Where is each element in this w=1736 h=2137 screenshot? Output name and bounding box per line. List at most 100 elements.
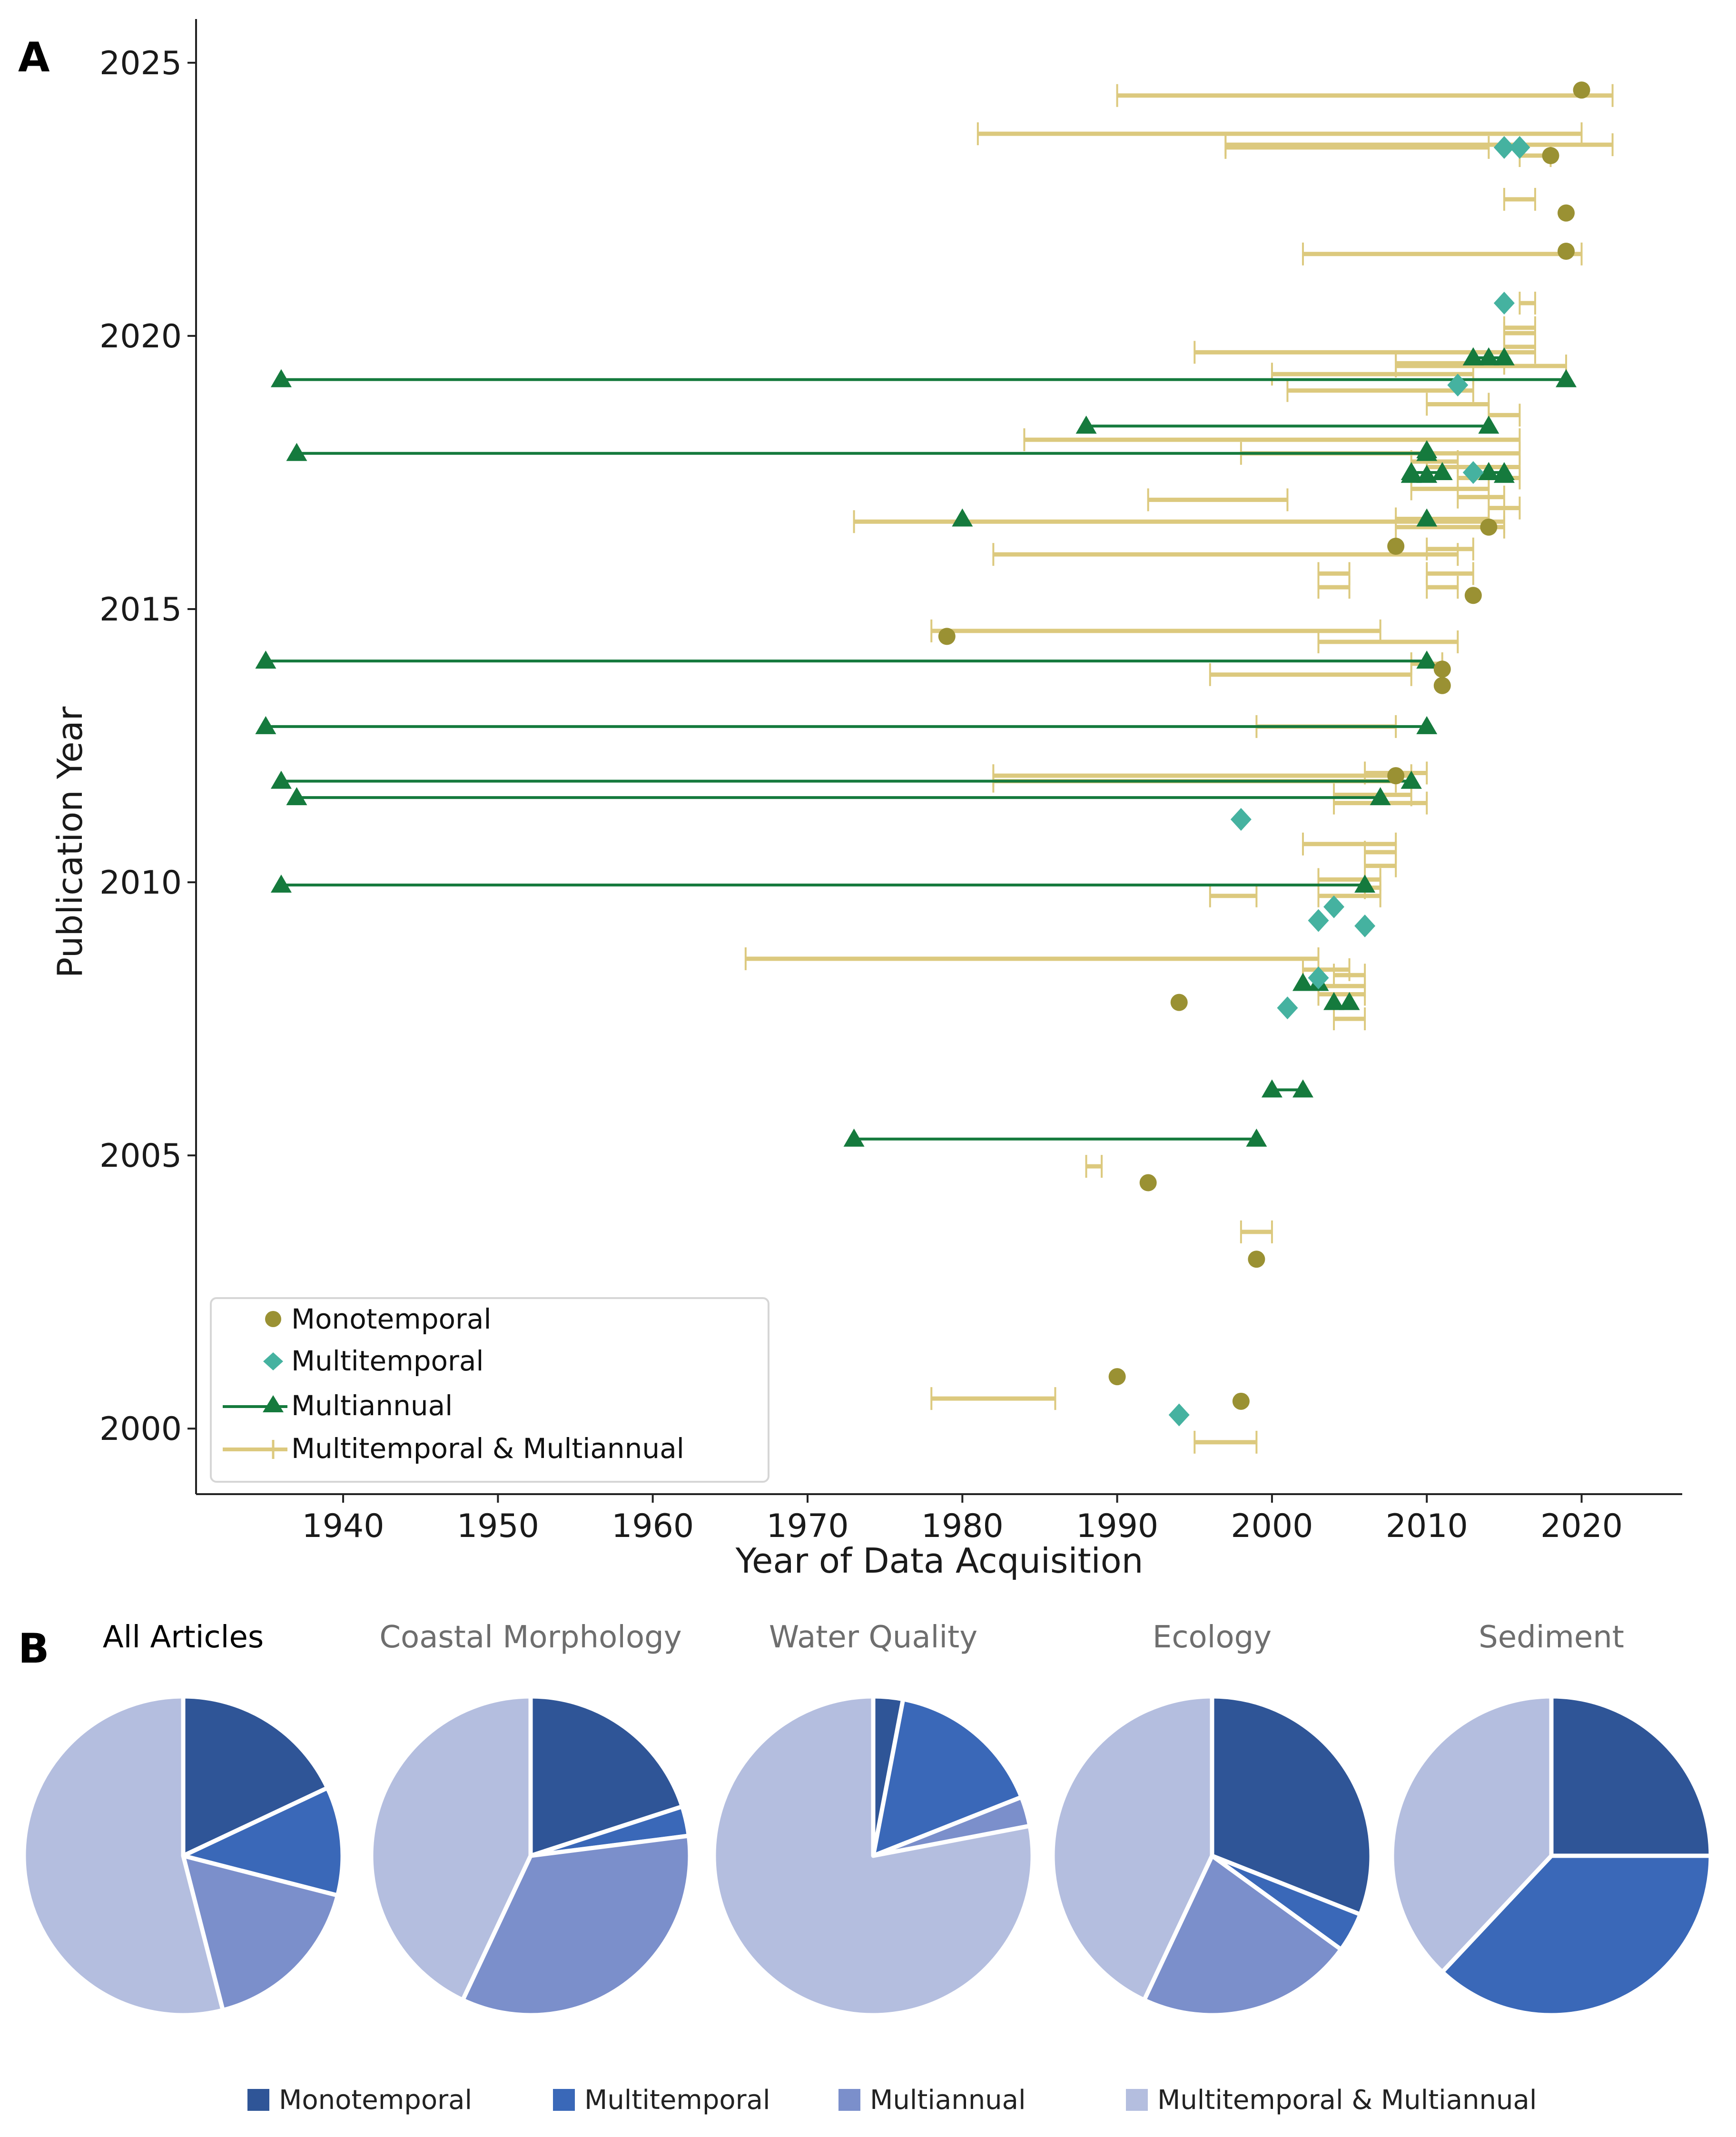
marker-multiannual	[1339, 992, 1360, 1010]
marker-multiannual	[1416, 716, 1438, 734]
y-tick-label: 2000	[99, 1410, 182, 1448]
marker-monotemporal	[1139, 1174, 1157, 1192]
pie-panel: All Articles Coastal Morphology Water Qual…	[21, 1620, 1713, 2018]
y-axis-label: Publication Year	[50, 706, 90, 978]
pie-legend: Monotemporal Multitemporal Multiannual M…	[247, 2085, 1537, 2116]
marker-monotemporal	[1558, 242, 1575, 260]
marker-multiannual	[1323, 992, 1345, 1010]
marker-multiannual	[270, 369, 292, 387]
marker-multiannual	[270, 770, 292, 789]
legend-multi-label: Multitemporal	[291, 1345, 484, 1377]
marker-monotemporal	[1433, 660, 1451, 678]
marker-multitemporal	[1168, 1403, 1190, 1427]
pie-slice	[1549, 1694, 1713, 1858]
pie-title: Sediment	[1479, 1620, 1624, 1655]
panel-b-label: B	[18, 1625, 49, 1673]
marker-multiannual	[1493, 464, 1515, 483]
pie-title: Coastal Morphology	[379, 1620, 681, 1655]
marker-monotemporal	[1387, 537, 1405, 555]
pie-legend-swatch-multitemporal	[553, 2089, 575, 2111]
marker-multiannual	[1478, 415, 1499, 434]
x-tick-label: 1980	[921, 1507, 1004, 1545]
marker-monotemporal	[1248, 1251, 1265, 1268]
marker-multiannual	[1292, 1079, 1313, 1098]
marker-multiannual	[1478, 462, 1499, 480]
marker-multiannual	[286, 787, 307, 806]
y-ticks: 2000 2005 2010 2015 2020 2025	[99, 45, 196, 1448]
marker-multiannual	[1401, 464, 1422, 483]
marker-multitemporal	[1308, 966, 1329, 989]
marker-multiannual	[1431, 462, 1453, 480]
marker-multiannual	[286, 443, 307, 461]
marker-monotemporal	[1170, 994, 1188, 1011]
pie-legend-label-monotemporal: Monotemporal	[279, 2085, 472, 2116]
pie-slice	[528, 1694, 685, 1858]
pie-slice	[21, 1694, 225, 2018]
marker-multitemporal	[1493, 136, 1515, 159]
pie-legend-swatch-multitemporal-multiannual	[1126, 2089, 1148, 2111]
pie-slice	[369, 1694, 533, 2002]
legend-annual-marker	[263, 1395, 284, 1412]
marker-monotemporal	[1542, 147, 1559, 165]
y-tick-label: 2005	[99, 1137, 182, 1175]
legend-annual-label: Multiannual	[291, 1389, 453, 1422]
marker-multiannual	[1292, 973, 1313, 991]
marker-monotemporal	[1464, 587, 1482, 604]
pie-legend-label-multitemporal-multiannual: Multitemporal & Multiannual	[1157, 2085, 1537, 2116]
pie-slice	[1050, 1694, 1214, 2002]
marker-multiannual	[1416, 650, 1438, 669]
marker-layer	[255, 81, 1590, 1427]
legend-mono-label: Monotemporal	[291, 1303, 492, 1335]
marker-multiannual	[1416, 508, 1438, 527]
marker-monotemporal	[1573, 81, 1590, 99]
range-layer	[266, 84, 1614, 1454]
pie-slice	[1390, 1694, 1554, 1974]
legend-multi-marker	[263, 1352, 283, 1370]
marker-multiannual	[255, 716, 276, 734]
legend-both-label: Multitemporal & Multiannual	[291, 1432, 684, 1465]
marker-monotemporal	[1108, 1368, 1126, 1386]
marker-multiannual	[1370, 787, 1391, 806]
x-tick-label: 1940	[302, 1507, 385, 1545]
pie-title: All Articles	[103, 1620, 264, 1655]
legend-box	[210, 1297, 769, 1483]
pie-title: Ecology	[1153, 1620, 1272, 1655]
x-tick-label: 2000	[1231, 1507, 1313, 1545]
pie-slice	[1440, 1853, 1713, 2018]
marker-multiannual	[1261, 1079, 1282, 1098]
pie-slice	[711, 1694, 1035, 2018]
pie-slice	[181, 1694, 330, 1858]
marker-multitemporal	[1493, 292, 1515, 315]
marker-multiannual	[1416, 464, 1438, 483]
marker-monotemporal	[1480, 518, 1498, 536]
marker-multitemporal	[1462, 461, 1484, 484]
panel-a-label: A	[18, 34, 50, 81]
marker-monotemporal	[1232, 1392, 1250, 1410]
y-tick-label: 2010	[99, 864, 182, 902]
marker-multiannual	[1246, 1128, 1267, 1147]
y-tick-label: 2015	[99, 591, 182, 629]
marker-multiannual	[1493, 347, 1515, 365]
pie-title: Water Quality	[769, 1620, 977, 1655]
marker-monotemporal	[1433, 677, 1451, 694]
x-tick-label: 1970	[766, 1507, 848, 1545]
marker-monotemporal	[1558, 204, 1575, 222]
x-tick-label: 2010	[1386, 1507, 1468, 1545]
x-tick-label: 2020	[1540, 1507, 1623, 1545]
x-ticks: 1940 1950 1960 1970 1980 1990 2000 2010 2020	[302, 1494, 1623, 1545]
marker-multitemporal	[1447, 374, 1469, 397]
legend-mono-marker	[265, 1311, 281, 1327]
marker-multiannual	[1416, 440, 1438, 459]
marker-multiannual	[255, 650, 276, 669]
marker-multiannual	[1354, 874, 1376, 893]
marker-multiannual	[1462, 347, 1484, 365]
marker-multitemporal	[1277, 996, 1298, 1020]
marker-multiannual	[843, 1128, 865, 1147]
pie-legend-label-multiannual: Multiannual	[870, 2085, 1026, 2116]
marker-monotemporal	[1387, 767, 1405, 785]
marker-multiannual	[952, 508, 973, 527]
scatter-legend: Monotemporal Multitemporal Multiannual M…	[210, 1297, 769, 1483]
marker-multiannual	[1556, 369, 1577, 387]
marker-multitemporal	[1230, 808, 1252, 831]
